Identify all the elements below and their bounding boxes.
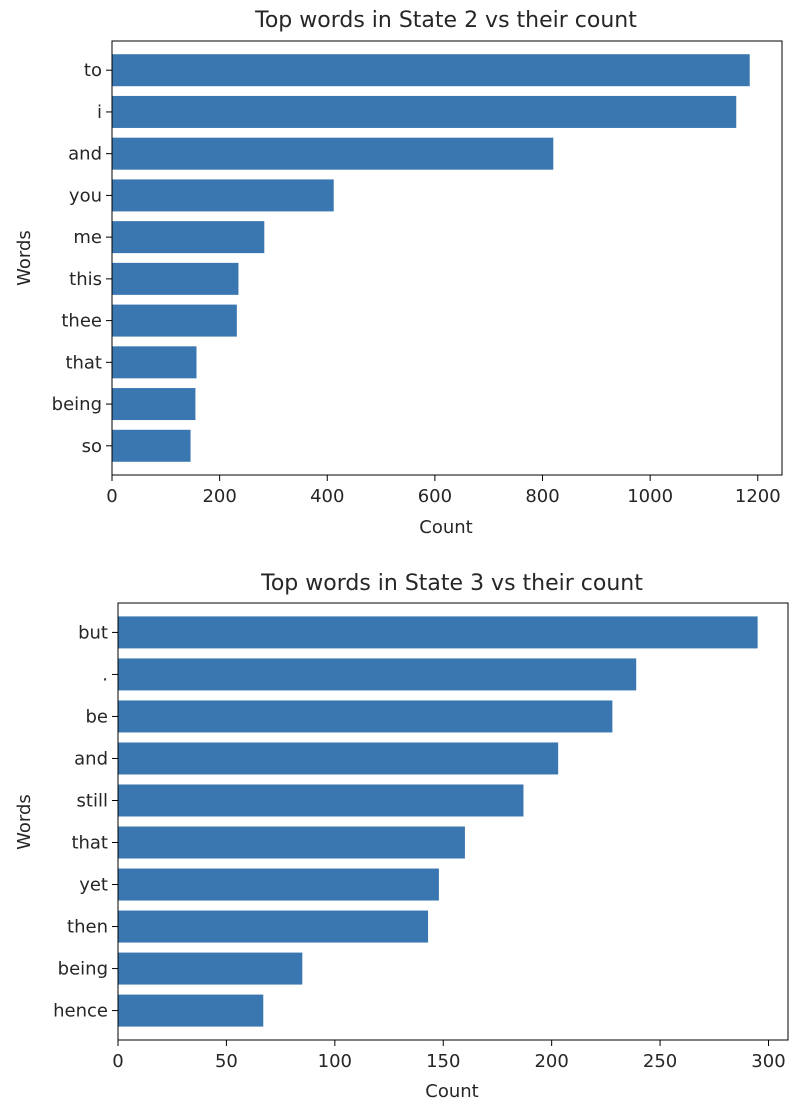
bar-5 xyxy=(112,262,239,295)
y-tick-label: being xyxy=(58,959,108,980)
y-tick-label: . xyxy=(102,664,108,685)
bars xyxy=(112,54,750,462)
bar-9 xyxy=(112,429,191,462)
bar-0 xyxy=(112,54,750,87)
y-tick-label: but xyxy=(78,622,108,643)
x-axis-label: Count xyxy=(419,517,472,538)
x-tick-label: 400 xyxy=(310,486,344,507)
bar-4 xyxy=(112,221,265,254)
x-tick-label: 250 xyxy=(643,1051,677,1072)
x-tick-label: 800 xyxy=(525,486,559,507)
bar-4 xyxy=(118,784,524,817)
bar-2 xyxy=(112,137,554,170)
y-tick-label: still xyxy=(77,790,108,811)
y-tick-label: being xyxy=(52,394,102,415)
x-tick-label: 300 xyxy=(751,1051,785,1072)
bar-0 xyxy=(118,616,758,649)
y-tick-label: be xyxy=(86,706,109,727)
bar-2 xyxy=(118,700,613,733)
x-tick-label: 100 xyxy=(318,1051,352,1072)
x-axis-label: Count xyxy=(425,1081,478,1102)
x-ticks: 0 50 100 150 200 250 300 xyxy=(112,1040,786,1072)
y-tick-label: then xyxy=(67,917,108,938)
chart-state-3: Top words in State 3 vs their count Coun… xyxy=(14,571,789,1102)
chart-state-2: Top words in State 2 vs their count Coun… xyxy=(14,8,783,538)
y-tick-label: i xyxy=(97,102,102,123)
y-axis-label: Words xyxy=(14,230,35,286)
y-axis-label: Words xyxy=(14,794,35,850)
y-ticks: but. be and still that yet then being hence xyxy=(53,622,118,1022)
bar-7 xyxy=(118,910,429,943)
y-tick-label: hence xyxy=(53,1001,108,1022)
bar-6 xyxy=(112,304,237,337)
y-tick-label: and xyxy=(74,748,108,769)
x-tick-label: 150 xyxy=(426,1051,460,1072)
bar-5 xyxy=(118,826,465,859)
x-tick-label: 0 xyxy=(106,486,117,507)
y-tick-label: that xyxy=(71,833,108,854)
y-tick-label: this xyxy=(69,269,102,290)
bar-1 xyxy=(118,658,637,691)
bar-6 xyxy=(118,868,439,901)
y-tick-label: me xyxy=(73,227,102,248)
bar-8 xyxy=(112,388,196,421)
bar-9 xyxy=(118,994,264,1027)
y-tick-label: so xyxy=(82,436,102,457)
y-tick-label: and xyxy=(68,144,102,165)
x-tick-label: 600 xyxy=(418,486,452,507)
x-tick-label: 1000 xyxy=(627,486,673,507)
plot-frame xyxy=(117,602,789,1041)
bar-3 xyxy=(112,179,334,212)
chart-title: Top words in State 3 vs their count xyxy=(260,571,643,596)
x-tick-label: 0 xyxy=(112,1051,123,1072)
y-tick-label: to xyxy=(84,60,102,81)
plot-frame xyxy=(111,40,783,476)
bar-1 xyxy=(112,95,737,128)
y-tick-label: that xyxy=(65,352,102,373)
x-tick-label: 50 xyxy=(215,1051,238,1072)
y-tick-label: you xyxy=(69,185,102,206)
bar-7 xyxy=(112,346,197,379)
bars xyxy=(118,616,758,1027)
chart-title: Top words in State 2 vs their count xyxy=(254,8,637,33)
x-tick-label: 200 xyxy=(202,486,236,507)
x-tick-label: 200 xyxy=(534,1051,568,1072)
bar-3 xyxy=(118,742,559,775)
y-tick-label: thee xyxy=(61,311,102,332)
y-ticks: to i and you me this thee that being so xyxy=(52,60,112,457)
x-ticks: 0 200 400 600 800 1000 1200 xyxy=(106,475,781,507)
x-tick-label: 1200 xyxy=(735,486,781,507)
bar-8 xyxy=(118,952,303,985)
y-tick-label: yet xyxy=(79,875,108,896)
